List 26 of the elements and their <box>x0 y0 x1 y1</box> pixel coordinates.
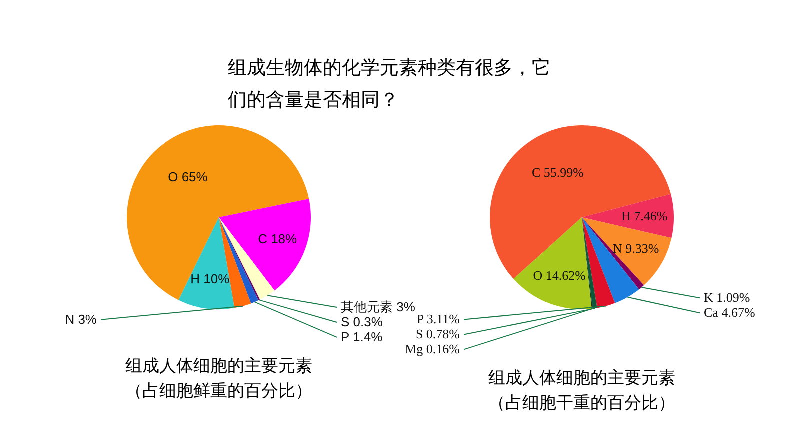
text: （占细胞干重的百分比） <box>488 394 676 414</box>
pie-slice <box>582 194 674 238</box>
slice-label: Mg 0.16% <box>405 342 460 357</box>
slice-label: P 3.11% <box>416 312 460 327</box>
slice-label: P 1.4% <box>341 329 384 344</box>
slice-label: O 14.62% <box>533 268 586 283</box>
slice-label: C 55.99% <box>532 164 584 180</box>
slice-label: H 10% <box>190 271 230 286</box>
slice-label: N 3% <box>65 312 98 327</box>
pie-slice <box>127 126 310 300</box>
slice-label: O 65% <box>168 170 208 185</box>
text: （占细胞鲜重的百分比） <box>126 381 312 402</box>
slice-label: Ca 4.67% <box>704 305 756 320</box>
pie-slice <box>178 218 235 310</box>
pie-slice <box>490 126 672 280</box>
slice-label: K 1.09% <box>704 290 750 306</box>
slice-label: S 0.78% <box>416 326 460 342</box>
slice-label: H 7.46% <box>621 208 668 224</box>
pie-slice <box>514 218 592 310</box>
slice-label: S 0.3% <box>341 314 384 330</box>
text: 组成生物体的化学元素种类有很多，它们的含量是否相同？ <box>228 56 552 113</box>
slice-label: N 9.33% <box>612 241 660 256</box>
text: 组成人体细胞的主要元素 <box>126 356 312 376</box>
slice-label: 其他元素 3% <box>341 299 416 314</box>
slice-label: C 18% <box>258 231 298 246</box>
text: 组成人体细胞的主要元素 <box>488 368 676 389</box>
